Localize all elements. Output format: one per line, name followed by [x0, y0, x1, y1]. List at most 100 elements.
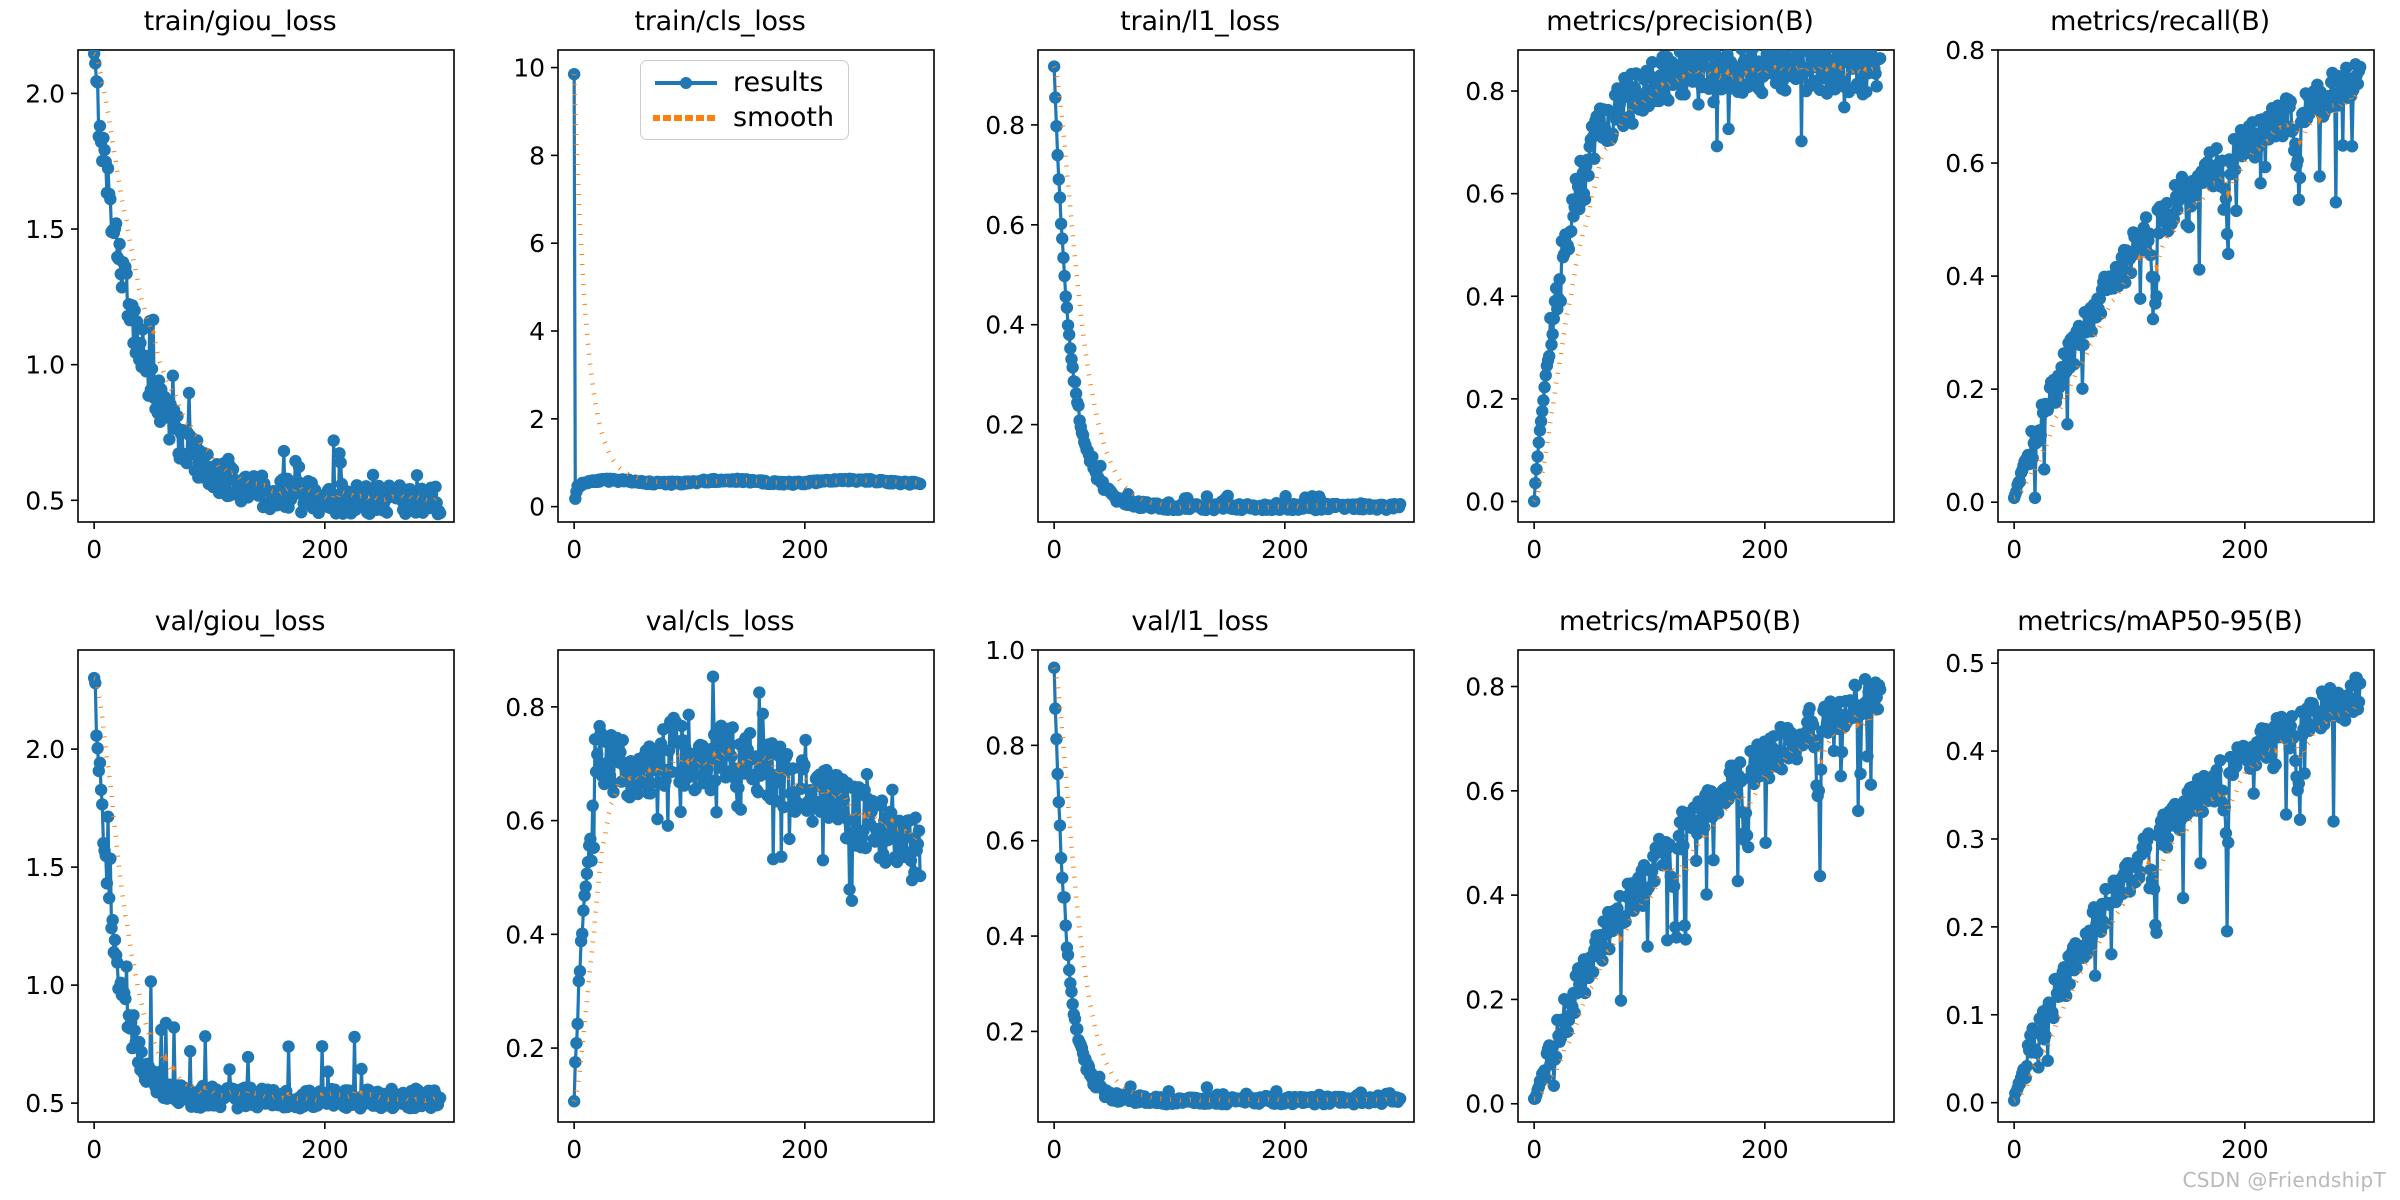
y-tick-label: 1.5: [25, 853, 65, 882]
plot-area: 0.2 0.4 0.6 0.8 1.0 0 200: [985, 636, 1415, 1164]
axes-frame: [1517, 49, 1895, 523]
y-tick-label: 0.5: [25, 486, 65, 515]
series-results-markers: [87, 50, 447, 521]
y-tick-label: 0.2: [1945, 375, 1985, 404]
legend-results-swatch-icon: [653, 72, 719, 94]
axes-frame: [1517, 649, 1895, 1123]
y-tick-label: 4: [529, 317, 545, 346]
subplot-train-l1-loss: train/l1_loss 0.2 0.4 0.6 0.8 0 200: [960, 0, 1440, 600]
y-tick-label: 0.6: [1945, 149, 1985, 178]
y-tick-label: 0.5: [1945, 649, 1985, 678]
y-tick-label: 0.0: [1465, 1090, 1505, 1119]
y-tick-label: 0.6: [985, 827, 1025, 856]
y-tick-label: 0.4: [1945, 262, 1985, 291]
series-smooth-line: [2013, 88, 2363, 501]
series-results-markers: [2007, 671, 2367, 1107]
y-tick-label: 0.0: [1465, 487, 1505, 516]
x-tick-label: 0: [1526, 535, 1542, 564]
series-smooth-line: [92, 51, 442, 504]
series-smooth-line: [1052, 65, 1401, 510]
legend-entry: smooth: [652, 102, 835, 133]
series-results-markers: [1527, 50, 1887, 508]
legend-label: smooth: [733, 102, 835, 133]
x-tick-label: 200: [781, 1135, 829, 1164]
axes-frame: [77, 49, 455, 523]
subplot-title: metrics/mAP50-95(B): [2017, 606, 2303, 637]
y-tick-label: 6: [529, 229, 545, 258]
y-tick-label: 0.8: [985, 731, 1025, 760]
subplot-val-cls-loss: val/cls_loss 0.2 0.4 0.6 0.8 0 200: [480, 600, 960, 1200]
axes-frame: [1037, 649, 1415, 1123]
y-tick-label: 0: [529, 493, 545, 522]
subplot-title: metrics/mAP50(B): [1559, 606, 1801, 637]
series-results-markers: [2007, 58, 2367, 505]
axes-frame: [557, 49, 935, 523]
y-tick-label: 0.6: [505, 807, 545, 836]
subplot-title: val/giou_loss: [154, 606, 326, 637]
x-tick-label: 200: [1741, 1135, 1789, 1164]
x-tick-label: 200: [1741, 535, 1789, 564]
y-tick-label: 1.0: [985, 636, 1025, 665]
axes-frame: [557, 649, 935, 1123]
subplot-title: train/l1_loss: [1120, 6, 1280, 37]
y-tick-label: 0.2: [1465, 385, 1505, 414]
subplot-metrics-precision-b-: metrics/precision(B) 0.0 0.2 0.4 0.6 0.8 0 200: [1440, 0, 1920, 600]
y-tick-label: 1.0: [25, 971, 65, 1000]
x-tick-label: 0: [566, 535, 582, 564]
x-tick-label: 200: [781, 535, 829, 564]
subplot-train-cls-loss: train/cls_loss 0 2 4 6 8 10 0 200 results smooth: [480, 0, 960, 600]
watermark-text: CSDN @FriendshipT: [2182, 1168, 2386, 1192]
plot-area: 0.0 0.2 0.4 0.6 0.8 0 200: [1945, 36, 2375, 564]
x-tick-label: 200: [1261, 1135, 1309, 1164]
series-smooth-line: [93, 675, 441, 1104]
x-tick-label: 200: [2221, 535, 2269, 564]
axes-frame: [1997, 649, 2375, 1123]
y-tick-label: 0.8: [505, 693, 545, 722]
y-tick-label: 0.5: [25, 1089, 65, 1118]
subplot-metrics-map50-b-: metrics/mAP50(B) 0.0 0.2 0.4 0.6 0.8 0 200: [1440, 600, 1920, 1200]
subplot-title: metrics/recall(B): [2050, 6, 2270, 37]
x-tick-label: 200: [301, 535, 349, 564]
series-smooth-line: [1051, 667, 1401, 1103]
plot-area: 0.0 0.1 0.2 0.3 0.4 0.5 0 200: [1945, 649, 2375, 1164]
subplot-title: train/giou_loss: [143, 6, 337, 37]
x-tick-label: 200: [1261, 535, 1309, 564]
series-smooth-line: [1534, 706, 1883, 1102]
plot-area: 0.2 0.4 0.6 0.8 0 200: [985, 49, 1415, 564]
y-tick-label: 0.6: [1465, 180, 1505, 209]
subplot-val-l1-loss: val/l1_loss 0.2 0.4 0.6 0.8 1.0 0 200: [960, 600, 1440, 1200]
series-results-markers: [1527, 672, 1887, 1105]
plot-area: 0 2 4 6 8 10 0 200: [513, 49, 935, 564]
axes-frame: [77, 649, 455, 1123]
y-tick-label: 1.5: [25, 215, 65, 244]
plot-area: 0.0 0.2 0.4 0.6 0.8 0 200: [1465, 49, 1895, 564]
y-tick-label: 0.1: [1945, 1001, 1985, 1030]
plot-area: 0.5 1.0 1.5 2.0 0 200: [25, 649, 455, 1164]
x-tick-label: 200: [2221, 1135, 2269, 1164]
y-tick-label: 0.4: [1465, 282, 1505, 311]
plot-area: 0.2 0.4 0.6 0.8 0 200: [505, 649, 935, 1164]
series-results-line: [92, 676, 442, 1110]
x-tick-label: 0: [1046, 1135, 1062, 1164]
legend-smooth-swatch-icon: [652, 107, 720, 129]
y-tick-label: 0.2: [985, 1017, 1025, 1046]
subplot-title: train/cls_loss: [634, 6, 806, 37]
series-results-markers: [567, 67, 927, 505]
series-results-markers: [1047, 661, 1407, 1111]
y-tick-label: 0.2: [1945, 913, 1985, 942]
series-results-line: [1532, 50, 1882, 503]
x-tick-label: 0: [2006, 535, 2022, 564]
y-tick-label: 0.8: [985, 111, 1025, 140]
series-results-line: [1052, 666, 1402, 1106]
y-tick-label: 0.0: [1945, 488, 1985, 517]
x-tick-label: 0: [1526, 1135, 1542, 1164]
x-tick-label: 0: [1046, 535, 1062, 564]
x-tick-label: 0: [2006, 1135, 2022, 1164]
series-results-line: [92, 52, 442, 516]
y-tick-label: 0.3: [1945, 825, 1985, 854]
subplot-metrics-recall-b-: metrics/recall(B) 0.0 0.2 0.4 0.6 0.8 0 200: [1920, 0, 2400, 600]
y-tick-label: 0.2: [985, 411, 1025, 440]
series-results-line: [1052, 64, 1402, 512]
y-tick-label: 0.4: [985, 311, 1025, 340]
